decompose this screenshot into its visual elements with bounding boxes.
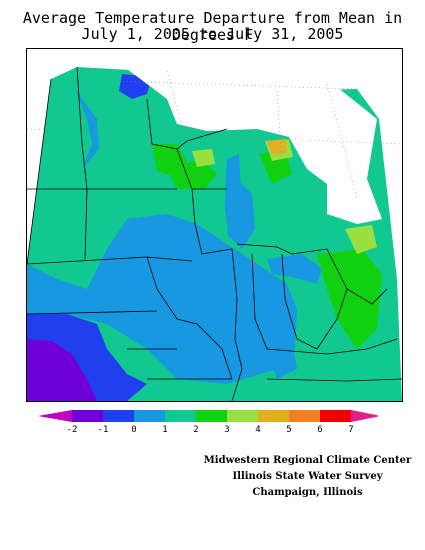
credit-location: Champaign, Illinois bbox=[252, 487, 363, 498]
zone-0-to-1-ohio bbox=[267, 254, 322, 284]
zone-minus2-to-minus1 bbox=[27, 339, 97, 401]
legend-tick: -1 bbox=[97, 425, 109, 435]
legend-colorbar bbox=[38, 410, 378, 422]
legend-swatch bbox=[320, 410, 351, 422]
lake-michigan bbox=[225, 154, 241, 239]
legend-arrow-left bbox=[38, 410, 72, 422]
zone-3-to-4-wisconsin bbox=[192, 149, 215, 167]
map-canvas bbox=[27, 49, 402, 401]
zone-0-to-1 bbox=[27, 214, 297, 384]
legend-swatch bbox=[196, 410, 227, 422]
legend-swatch bbox=[103, 410, 134, 422]
zone-2-to-3-east bbox=[317, 249, 382, 349]
graticule bbox=[27, 70, 402, 200]
credit-survey: Illinois State Water Survey bbox=[232, 471, 383, 482]
legend-tick: 5 bbox=[286, 425, 292, 435]
legend-swatch bbox=[134, 410, 165, 422]
credit-center: Midwestern Regional Climate Center bbox=[203, 455, 412, 466]
map-date-range: July 1, 2005 to July 31, 2005 bbox=[81, 25, 344, 43]
legend-tick: 6 bbox=[317, 425, 323, 435]
legend-tick: 7 bbox=[348, 425, 354, 435]
zone-4-to-5-spot bbox=[267, 139, 287, 154]
legend-swatch bbox=[227, 410, 258, 422]
canada-white bbox=[127, 69, 377, 189]
zone-3-to-4-ontario bbox=[345, 225, 377, 254]
legend-tick: 1 bbox=[162, 425, 168, 435]
legend-swatch bbox=[165, 410, 196, 422]
legend-tick: 0 bbox=[131, 425, 137, 435]
canada-white-east bbox=[327, 179, 382, 224]
legend-arrow-right bbox=[351, 410, 378, 422]
lake-huron bbox=[282, 179, 317, 224]
legend-tick: 2 bbox=[193, 425, 199, 435]
temperature-map bbox=[26, 48, 403, 402]
legend-tick: 4 bbox=[255, 425, 261, 435]
legend-tick: -2 bbox=[66, 425, 78, 435]
zone-2-to-3-upper bbox=[167, 159, 217, 189]
legend-tick: 3 bbox=[224, 425, 230, 435]
legend-swatch bbox=[289, 410, 320, 422]
legend-swatch bbox=[258, 410, 289, 422]
zone-0-to-1-upper bbox=[75, 89, 99, 169]
legend-swatch bbox=[72, 410, 103, 422]
map-title: Average Temperature Departure from Mean … bbox=[22, 9, 403, 44]
state-boundaries bbox=[27, 66, 402, 401]
